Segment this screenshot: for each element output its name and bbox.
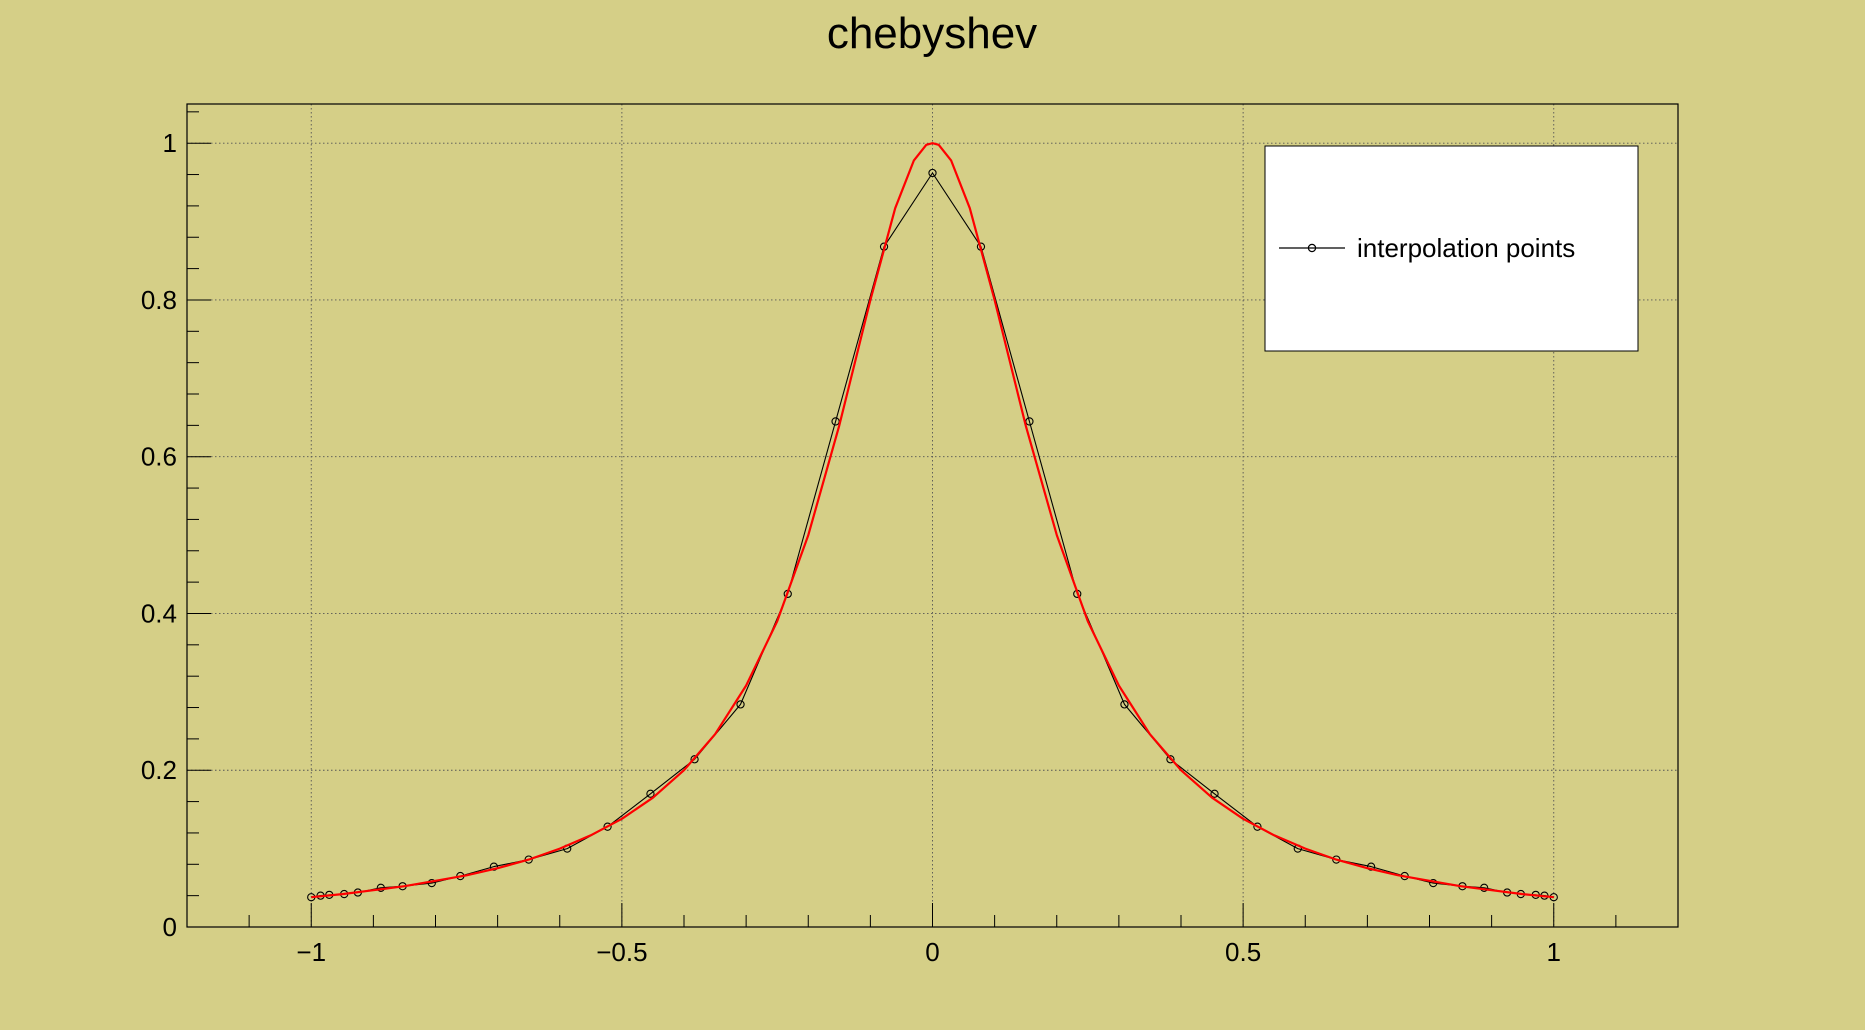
data-point-marker [646, 789, 655, 798]
legend-label: interpolation points [1357, 233, 1575, 263]
data-point-marker [489, 862, 499, 871]
legend-marker [1307, 243, 1317, 253]
data-point-marker [928, 168, 937, 178]
y-tick-label: 0.6 [141, 442, 177, 472]
data-point-marker [690, 755, 699, 764]
chart-title: chebyshev [827, 9, 1037, 58]
legend: interpolation points [1264, 145, 1639, 352]
y-tick-label: 1 [163, 128, 177, 158]
y-tick-label: 0.2 [141, 755, 177, 785]
y-tick-label: 0.8 [141, 285, 177, 315]
data-point-marker [736, 700, 745, 709]
y-tick-label: 0.4 [141, 598, 177, 628]
data-point-marker [1210, 789, 1219, 798]
x-tick-label: 0.5 [1225, 937, 1261, 967]
grid-lines [187, 104, 1678, 927]
x-tick-label: −0.5 [596, 937, 647, 967]
function-curve [311, 142, 1554, 899]
x-tick-label: 0 [925, 937, 939, 967]
x-tick-label: −1 [296, 937, 326, 967]
x-tick-label: 1 [1547, 937, 1561, 967]
data-point-marker [603, 822, 612, 831]
series-layer [307, 142, 1558, 902]
axis-ticks [187, 111, 1617, 928]
data-point-marker [1366, 862, 1376, 871]
tick-labels: −1 −0.5 0 0.5 1 0 0.2 0.4 0.6 0.8 1 [141, 128, 1561, 967]
data-point-marker [1120, 700, 1129, 709]
data-point-marker [1166, 755, 1175, 764]
y-tick-label: 0 [163, 912, 177, 942]
data-point-marker [1253, 822, 1262, 831]
